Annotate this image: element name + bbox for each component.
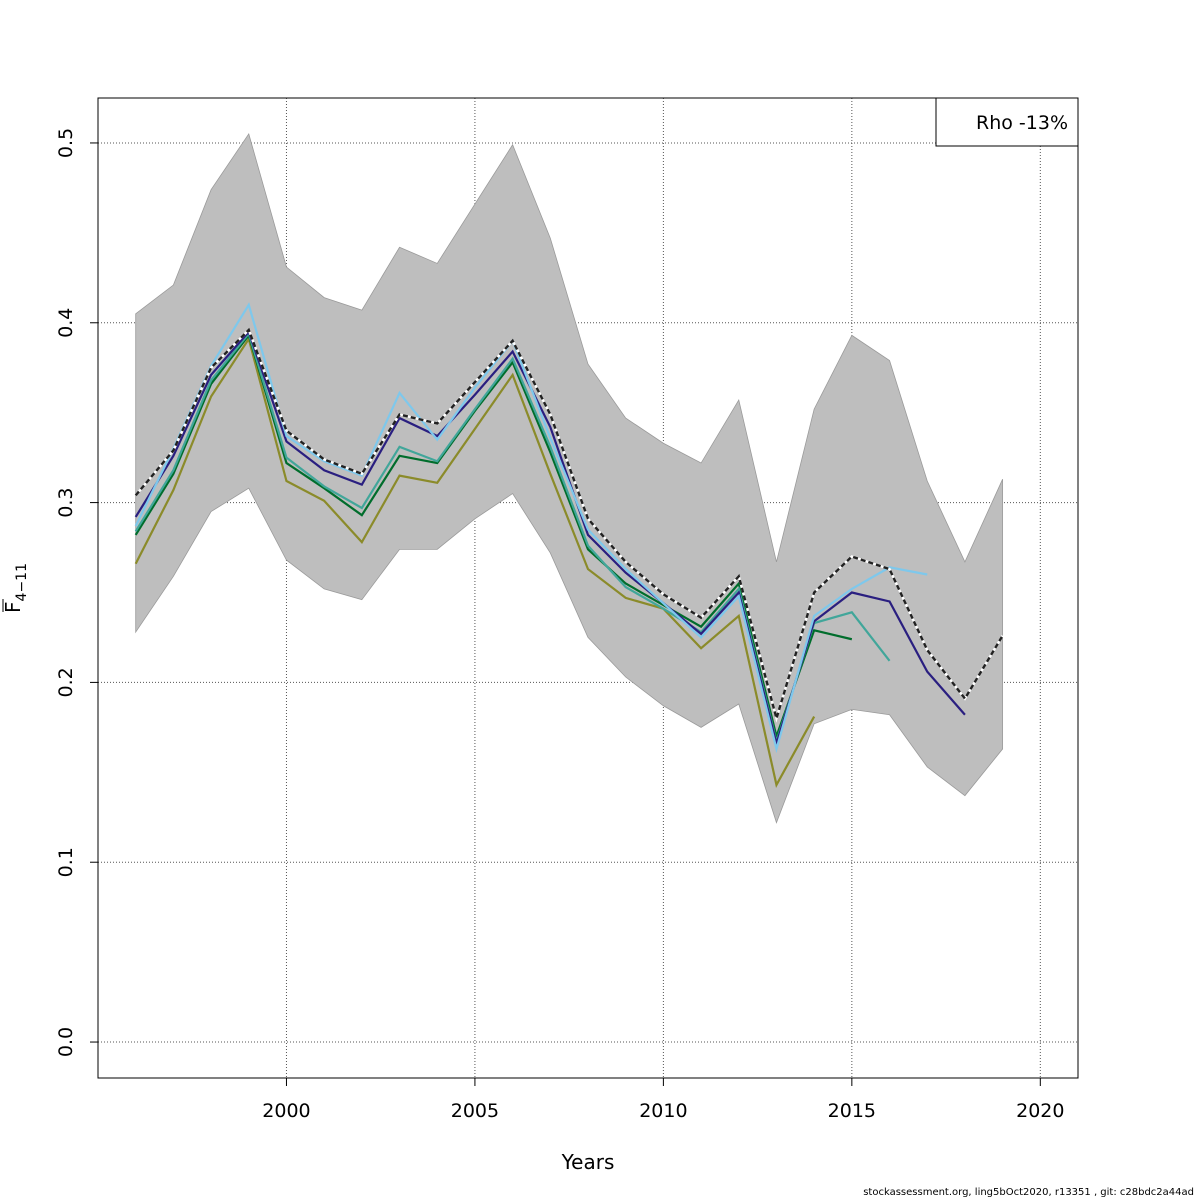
y-tick-label-1: 0.1: [55, 847, 77, 877]
svg-text:F4−11: F4−11: [1, 563, 30, 613]
x-axis-title: Years: [561, 1150, 615, 1174]
x-tick-label-2: 2010: [639, 1100, 687, 1122]
x-tick-label-0: 2000: [262, 1100, 310, 1122]
axes: 2000 2005 2010 2015 2020 0.0 0.1 0.2 0.3 0.4 0.5: [55, 128, 1064, 1122]
series-lines: [134, 302, 1004, 788]
y-tick-label-2: 0.2: [55, 667, 77, 697]
y-axis-title-subscript: 4−11: [14, 563, 30, 601]
legend-text: Rho -13%: [976, 112, 1068, 134]
legend-box: [935, 97, 1079, 147]
y-tick-label-5: 0.5: [55, 128, 77, 158]
y-axis-title: F4−11: [1, 563, 30, 613]
x-tick-label-3: 2015: [828, 1100, 876, 1122]
x-tick-label-1: 2005: [451, 1100, 499, 1122]
series-line-5: [134, 327, 1004, 723]
series-line-4: [134, 302, 928, 754]
plot-frame: [97, 97, 1079, 1079]
y-tick-label-0: 0.0: [55, 1027, 77, 1057]
y-tick-label-4: 0.4: [55, 308, 77, 338]
footer-credit: stockassessment.org, ling5bOct2020, r133…: [863, 1187, 1194, 1198]
series-line-3: [134, 329, 966, 748]
x-tick-label-4: 2020: [1016, 1100, 1064, 1122]
y-tick-label-3: 0.3: [55, 487, 77, 517]
y-axis-title-main: F: [1, 601, 25, 613]
legend: Rho -13%: [935, 97, 1079, 147]
